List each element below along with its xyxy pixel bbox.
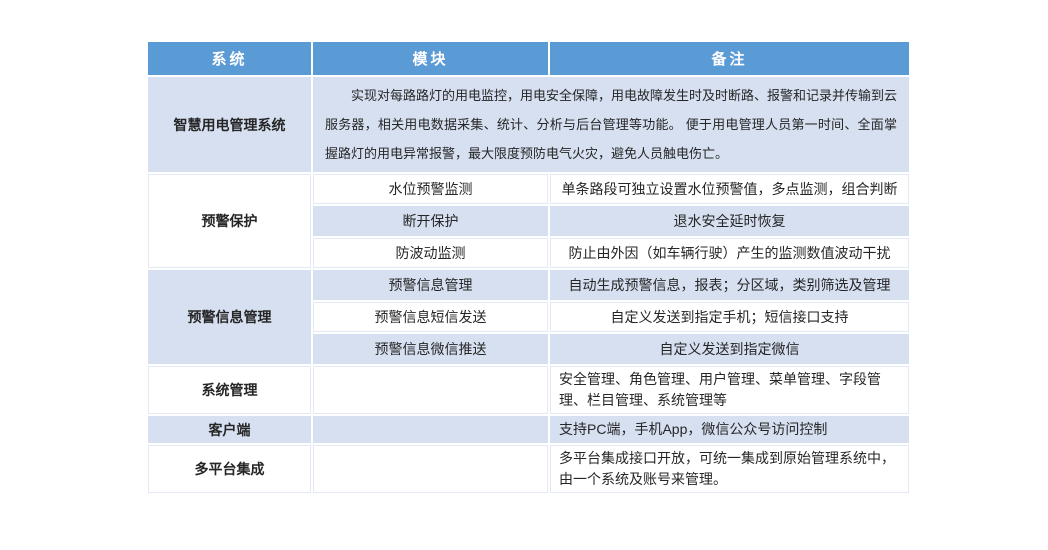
remark-cell-multi-platform: 多平台集成接口开放，可统一集成到原始管理系统中，由一个系统及账号来管理。	[550, 445, 909, 493]
remark-cell-sms-send: 自定义发送到指定手机；短信接口支持	[550, 302, 909, 332]
table-row: 多平台集成 多平台集成接口开放，可统一集成到原始管理系统中，由一个系统及账号来管…	[148, 445, 909, 493]
remark-cell-smart-power: 实现对每路路灯的用电监控，用电安全保障，用电故障发生时及时断路、报警和记录并传输…	[313, 77, 909, 172]
table-body: 智慧用电管理系统 实现对每路路灯的用电监控，用电安全保障，用电故障发生时及时断路…	[148, 77, 909, 493]
table-row: 断开保护 退水安全延时恢复	[148, 206, 909, 236]
module-cell-water-level-monitor: 水位预警监测	[313, 174, 548, 204]
table-row: 防波动监测 防止由外因（如车辆行驶）产生的监测数值波动干扰	[148, 238, 909, 268]
system-cell-system-mgmt: 系统管理	[148, 366, 311, 414]
module-cell-empty	[313, 445, 548, 493]
system-module-table-wrap: 系统 模块 备注 智慧用电管理系统 实现对每路路灯的用电监控，用电安全保障，用电…	[146, 40, 911, 495]
remark-cell-client: 支持PC端，手机App，微信公众号访问控制	[550, 416, 909, 443]
module-cell-empty	[313, 366, 548, 414]
col-header-module: 模块	[313, 42, 548, 75]
table-row: 系统管理 安全管理、角色管理、用户管理、菜单管理、字段管理、栏目管理、系统管理等	[148, 366, 909, 414]
system-cell-client: 客户端	[148, 416, 311, 443]
table-row: 客户端 支持PC端，手机App，微信公众号访问控制	[148, 416, 909, 443]
remark-cell-water-level-monitor: 单条路段可独立设置水位预警值，多点监测，组合判断	[550, 174, 909, 204]
system-cell-warning-info-mgmt: 预警信息管理	[148, 270, 311, 364]
module-cell-warning-info-mgmt: 预警信息管理	[313, 270, 548, 300]
header-row: 系统 模块 备注	[148, 42, 909, 75]
table-row: 预警保护 水位预警监测 单条路段可独立设置水位预警值，多点监测，组合判断	[148, 174, 909, 268]
module-cell-disconnect-protection: 断开保护	[313, 206, 548, 236]
remark-cell-system-mgmt: 安全管理、角色管理、用户管理、菜单管理、字段管理、栏目管理、系统管理等	[550, 366, 909, 414]
module-cell-wechat-push: 预警信息微信推送	[313, 334, 548, 364]
table-row: 预警信息短信发送 自定义发送到指定手机；短信接口支持	[148, 302, 909, 332]
system-cell-smart-power: 智慧用电管理系统	[148, 77, 311, 172]
col-header-system: 系统	[148, 42, 311, 75]
system-module-table: 系统 模块 备注 智慧用电管理系统 实现对每路路灯的用电监控，用电安全保障，用电…	[146, 40, 911, 495]
system-cell-warning-protection: 预警保护	[148, 174, 311, 268]
table-row: 智慧用电管理系统 实现对每路路灯的用电监控，用电安全保障，用电故障发生时及时断路…	[148, 77, 909, 172]
remark-cell-wechat-push: 自定义发送到指定微信	[550, 334, 909, 364]
module-cell-sms-send: 预警信息短信发送	[313, 302, 548, 332]
remark-cell-disconnect-protection: 退水安全延时恢复	[550, 206, 909, 236]
system-cell-multi-platform: 多平台集成	[148, 445, 311, 493]
table-row: 预警信息微信推送 自定义发送到指定微信	[148, 334, 909, 364]
col-header-remark: 备注	[550, 42, 909, 75]
table-row: 预警信息管理 预警信息管理 自动生成预警信息，报表；分区域，类别筛选及管理	[148, 270, 909, 364]
remark-cell-warning-info-mgmt: 自动生成预警信息，报表；分区域，类别筛选及管理	[550, 270, 909, 300]
module-cell-anti-fluctuation: 防波动监测	[313, 238, 548, 268]
table-header: 系统 模块 备注	[148, 42, 909, 75]
remark-cell-anti-fluctuation: 防止由外因（如车辆行驶）产生的监测数值波动干扰	[550, 238, 909, 268]
module-cell-empty	[313, 416, 548, 443]
